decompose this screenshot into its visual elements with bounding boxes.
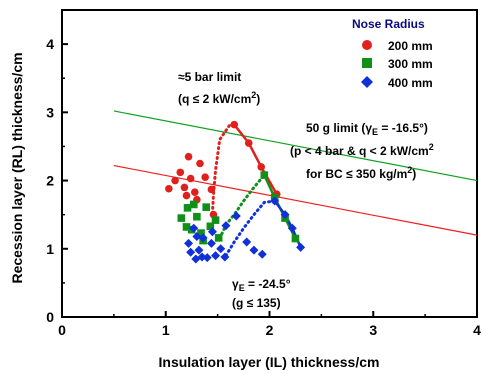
legend-marker-300: [362, 58, 372, 68]
annotation-gamma: γE = -24.5° (g ≤ 135): [232, 277, 291, 310]
legend-marker-400: [361, 76, 373, 88]
data-point-300: [211, 216, 220, 224]
series-dotted-curve-200: [210, 123, 236, 215]
data-point-200: [201, 173, 209, 181]
data-point-300: [182, 223, 191, 231]
data-point-400: [189, 223, 199, 233]
data-point-400: [202, 253, 212, 263]
ticks-layer: 0 1 2 3 4 0 1 2 3 4: [46, 36, 481, 338]
y-tick-label: 1: [46, 241, 54, 257]
data-point-400: [220, 252, 230, 262]
y-tick-label: 2: [46, 173, 54, 189]
legend-label-300: 300 mm: [388, 57, 433, 71]
data-point-200: [186, 174, 195, 183]
limit-line-green: [113, 110, 478, 182]
data-point-400: [231, 211, 241, 221]
data-point-300: [183, 204, 192, 212]
series-solid-line-200: [233, 123, 278, 195]
data-point-400: [207, 227, 217, 237]
annotation-bar-limit: ≈5 bar limit (q ≤ 2 kW/cm2): [178, 70, 260, 106]
data-point-200: [184, 152, 193, 161]
data-point-400: [216, 244, 226, 254]
x-tick-label: 1: [162, 322, 170, 338]
y-axis-title: Recession layer (RL) thickness/cm: [9, 52, 25, 283]
data-point-400: [206, 238, 216, 248]
annotation-bar-line-1: ≈5 bar limit: [178, 70, 241, 84]
data-point-400: [280, 210, 290, 220]
data-point-300: [214, 234, 223, 242]
annotation-gamma-line-2: (g ≤ 135): [232, 296, 281, 310]
annotation-50g-line-1: 50 g limit (γE = -16.5°): [306, 121, 428, 137]
data-point-400: [242, 237, 252, 247]
data-point-400: [191, 254, 201, 264]
data-point-200: [207, 185, 216, 194]
data-point-300: [206, 222, 215, 231]
data-point-300: [291, 234, 300, 243]
data-point-400: [186, 247, 196, 257]
x-tick-label: 4: [473, 322, 481, 338]
x-tick-label: 2: [266, 322, 274, 338]
legend-label-400: 400 mm: [388, 76, 433, 90]
data-point-200: [176, 168, 185, 177]
data-point-400: [270, 196, 280, 206]
data-point-300: [177, 214, 186, 222]
data-point-200: [257, 163, 266, 171]
annotation-50g-limit: 50 g limit (γE = -16.5°) (p < 4 bar & q …: [290, 121, 434, 181]
data-point-200: [182, 191, 191, 200]
legend-label-200: 200 mm: [388, 39, 433, 53]
data-point-200: [171, 176, 179, 185]
data-point-400: [211, 251, 221, 261]
legend: Nose Radius 200 mm 300 mm 400 mm: [352, 17, 433, 90]
data-point-400: [249, 245, 259, 255]
data-point-300: [193, 212, 201, 221]
data-point-200: [165, 184, 173, 193]
data-point-400: [296, 242, 306, 252]
data-point-200: [244, 139, 253, 147]
limit-line-red: [113, 164, 478, 236]
data-point-200: [191, 188, 199, 196]
x-axis-title: Insulation layer (IL) thickness/cm: [159, 354, 380, 370]
x-tick-label: 3: [369, 322, 377, 338]
data-point-400: [198, 233, 208, 243]
annotation-50g-line-2: (p < 4 bar & q < 2 kW/cm2: [290, 142, 434, 158]
legend-marker-200: [362, 40, 372, 50]
data-point-400: [287, 223, 297, 233]
x-tick-label: 0: [58, 322, 66, 338]
data-point-300: [197, 229, 205, 237]
data-point-400: [257, 249, 267, 259]
data-point-400: [184, 238, 194, 248]
data-point-200: [196, 159, 204, 168]
markers-layer: [165, 120, 306, 264]
annotation-gamma-line-1: γE = -24.5°: [232, 277, 291, 293]
series-dotted-curve-400: [224, 199, 277, 258]
data-point-200: [180, 183, 189, 192]
y-tick-label: 3: [46, 104, 54, 120]
data-point-300: [189, 200, 198, 209]
data-point-400: [221, 221, 231, 231]
y-tick-label: 4: [46, 36, 54, 52]
y-tick-label: 0: [46, 309, 54, 325]
data-point-400: [192, 231, 202, 241]
legend-title: Nose Radius: [352, 17, 425, 31]
data-point-200: [230, 120, 239, 129]
data-point-300: [202, 203, 211, 211]
annotation-50g-line-3: for BC ≤ 350 kg/m2): [306, 165, 416, 181]
data-point-300: [260, 171, 269, 179]
data-point-400: [194, 245, 204, 255]
annotation-bar-line-2: (q ≤ 2 kW/cm2): [178, 90, 260, 106]
